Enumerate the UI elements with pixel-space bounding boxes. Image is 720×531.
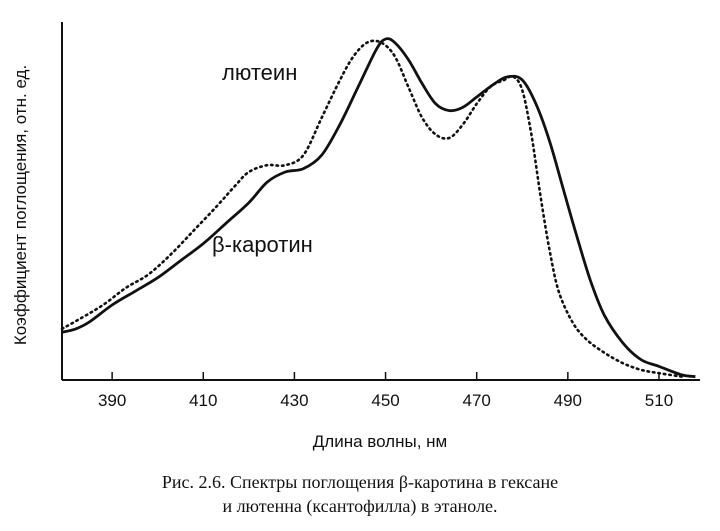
figure-caption: Рис. 2.6. Спектры поглощения β-каротина … [0,470,720,518]
lutein-series-label: лютеин [222,60,297,85]
beta-carotene-series-line [61,37,696,378]
x-tick-label: 510 [645,391,673,410]
beta-carotene-series-label: β-каротин [212,232,313,257]
caption-line-1: Рис. 2.6. Спектры поглощения β-каротина … [161,472,559,492]
x-tick-label: 450 [371,391,399,410]
x-ticks: 390 410 430 450 470 490 510 [98,372,673,410]
x-tick-label: 470 [463,391,491,410]
x-tick-label: 390 [98,391,126,410]
x-tick-label: 430 [280,391,308,410]
axes [61,22,700,381]
series-group [60,37,696,378]
y-axis-label: Коэффициент поглощения, отн. ед. [11,65,30,345]
lutein-series-line [60,39,684,378]
x-tick-label: 490 [554,391,582,410]
caption-line-2: и лютенна (ксантофилла) в этаноле. [222,496,498,516]
x-axis-label: Длина волны, нм [313,432,447,451]
x-tick-label: 410 [189,391,217,410]
absorption-spectrum-chart: 390 410 430 450 470 490 510 Коэффициент поглощ… [11,22,700,451]
